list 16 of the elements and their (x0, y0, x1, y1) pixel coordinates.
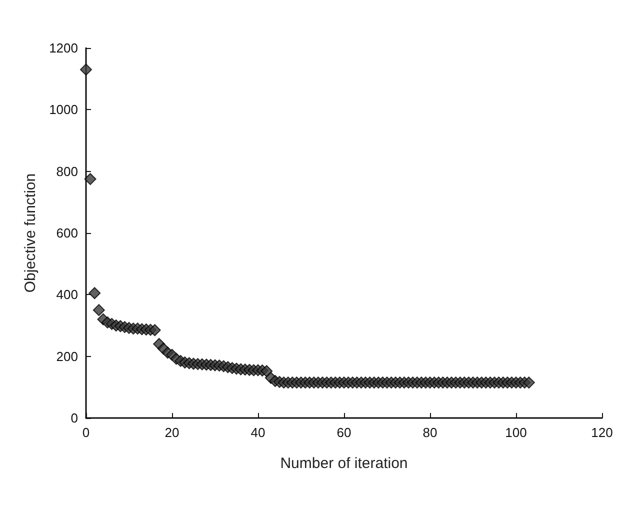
x-tick-label: 120 (591, 425, 613, 440)
x-tick-label: 60 (336, 425, 352, 440)
x-tick-label: 20 (164, 425, 180, 440)
y-tick-label: 0 (70, 410, 78, 426)
x-tick-label: 40 (250, 425, 266, 440)
y-tick-label: 1200 (49, 40, 78, 56)
y-tick-label: 600 (56, 226, 78, 240)
y-tick-label: 200 (56, 348, 78, 364)
y-tick-label: 400 (56, 287, 78, 302)
x-axis-title: Number of iteration (280, 455, 408, 472)
y-axis-title: Objective function (22, 173, 39, 293)
y-tick-label: 800 (56, 164, 78, 179)
y-tick-label: 1000 (49, 102, 78, 118)
x-tick-label: 100 (505, 425, 527, 440)
x-tick-label: 80 (422, 425, 438, 440)
x-tick-label: 0 (82, 425, 90, 440)
